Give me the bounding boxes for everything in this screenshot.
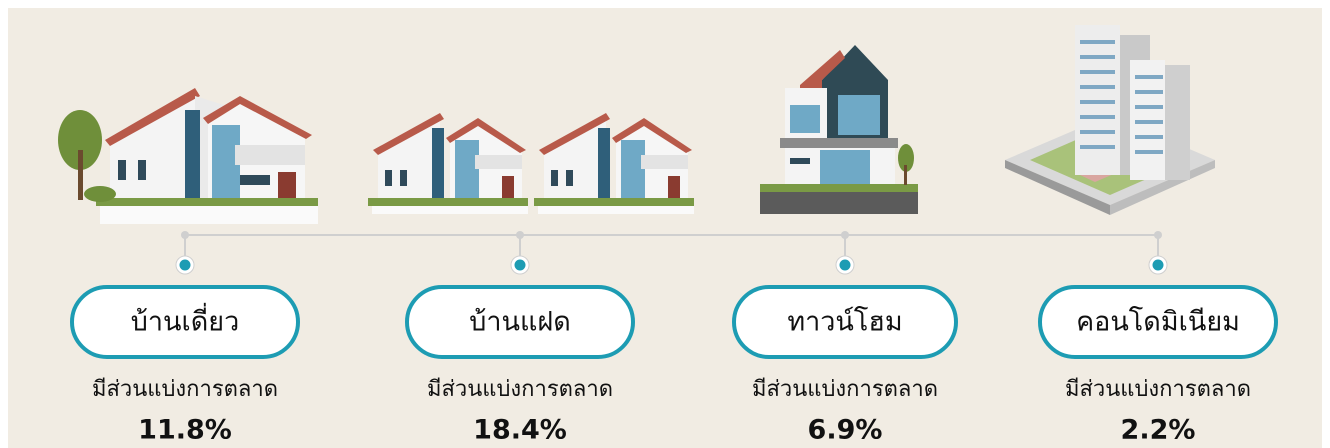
caption: มีส่วนแบ่งการตลาด: [1065, 377, 1251, 402]
condominium: [1005, 25, 1215, 215]
townhome: [760, 45, 918, 214]
share-value: 18.4%: [473, 415, 567, 446]
pill: [70, 285, 300, 359]
share-value: 11.8%: [138, 415, 232, 446]
pill: [1038, 285, 1278, 359]
share-value: 2.2%: [1121, 415, 1196, 446]
pill-label: บ้านแฝด: [469, 307, 571, 338]
node: [514, 259, 526, 271]
pill: [405, 285, 635, 359]
pill-label: ทาวน์โฮม: [787, 306, 902, 338]
caption: มีส่วนแบ่งการตลาด: [427, 377, 613, 402]
house-single: [58, 88, 318, 224]
share-value: 6.9%: [808, 415, 883, 446]
pill-label: บ้านเดี่ยว: [131, 303, 240, 338]
caption: มีส่วนแบ่งการตลาด: [92, 377, 278, 402]
node: [179, 259, 191, 271]
caption: มีส่วนแบ่งการตลาด: [752, 377, 938, 402]
items: บ้านเดี่ยวมีส่วนแบ่งการตลาด 11.8% บ้านแฝดม…: [70, 231, 1278, 446]
node: [1152, 259, 1164, 271]
pill-label: คอนโดมิเนียม: [1076, 307, 1240, 338]
house-twin: [368, 113, 694, 214]
node: [839, 259, 851, 271]
pill: [732, 285, 958, 359]
